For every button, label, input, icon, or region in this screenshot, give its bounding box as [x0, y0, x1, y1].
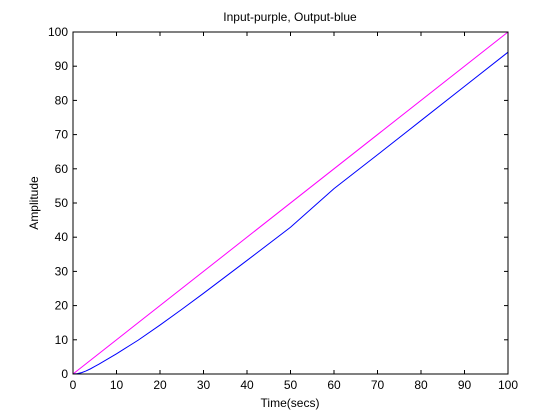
y-tick-label: 70 — [55, 128, 69, 142]
x-tick-label: 20 — [153, 378, 167, 392]
output-series-line — [72, 51, 509, 375]
x-tick-label: 40 — [240, 378, 254, 392]
x-axis-label: Time(secs) — [261, 396, 320, 410]
chart-title: Input-purple, Output-blue — [223, 10, 357, 24]
y-tick-label: 0 — [61, 367, 68, 381]
x-tick-label: 80 — [414, 378, 428, 392]
y-tick-label: 60 — [55, 162, 69, 176]
x-tick-label: 90 — [458, 378, 472, 392]
y-tick-label: 80 — [55, 93, 69, 107]
tick-layer: 0 10 20 30 40 50 60 70 80 90 100 0 10 20 30 40 50 60 70 80 9… — [48, 25, 518, 392]
y-tick-label: 10 — [55, 333, 69, 347]
y-tick-label: 90 — [55, 59, 69, 73]
x-tick-label: 10 — [110, 378, 124, 392]
plot-area-frame — [72, 31, 509, 375]
x-tick-label: 60 — [327, 378, 341, 392]
series-layer — [72, 31, 509, 375]
x-tick-label: 30 — [197, 378, 211, 392]
y-tick-label: 30 — [55, 264, 69, 278]
x-tick-label: 100 — [498, 378, 518, 392]
y-tick-label: 100 — [48, 25, 68, 39]
x-tick-label: 70 — [371, 378, 385, 392]
y-tick-label: 50 — [55, 196, 69, 210]
y-axis-label: Amplitude — [27, 176, 41, 230]
x-tick-label: 50 — [284, 378, 298, 392]
y-tick-label: 20 — [55, 299, 69, 313]
input-series-line — [72, 31, 509, 375]
y-tick-label: 40 — [55, 230, 69, 244]
x-tick-label: 0 — [70, 378, 77, 392]
